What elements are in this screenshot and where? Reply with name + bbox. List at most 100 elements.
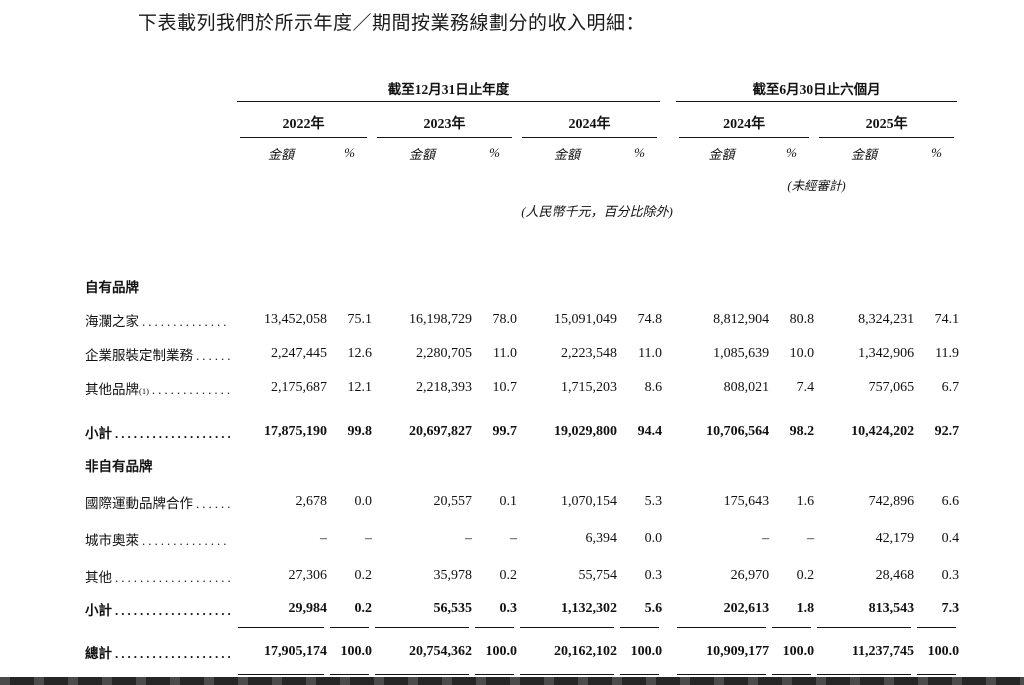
value-cell: 175,643 [723,493,770,509]
table-body: 自有品牌 海瀾之家.......................... 13,4… [85,269,959,684]
row-label: 國際運動品牌合作 [85,495,193,511]
percent-header: % [634,145,645,160]
value-cell: 99.7 [492,424,518,439]
value-cell: 26,970 [730,567,770,583]
value-cell: 12.6 [347,346,373,361]
value-cell: 10.7 [492,380,518,395]
year-header-2023: 2023年 [372,102,517,138]
horizontal-rule [677,626,767,628]
empty-cell [85,168,674,195]
table-row: 海瀾之家.......................... 13,452,05… [85,303,959,337]
value-cell: 10,424,202 [851,424,915,439]
value-cell: 813,543 [868,601,915,616]
value-cell: 92.7 [934,424,960,439]
value-cell: – [365,530,372,546]
value-cell: 11,237,745 [851,644,915,659]
horizontal-rule [475,626,514,628]
value-cell: 202,613 [723,601,770,616]
year-header-2024-interim: 2024年 [674,102,814,138]
value-cell: 0.3 [941,567,960,583]
section-name: 自有品牌 [85,280,139,295]
value-cell: 17,875,190 [264,424,327,439]
empty-cell [85,70,235,102]
value-cell: 29,984 [288,601,328,616]
period-group-annual-label: 截至12月31日止年度 [237,78,661,102]
value-cell: 8.6 [644,380,663,395]
value-cell: 11.9 [935,346,960,361]
value-cell: 8,324,231 [858,312,915,327]
table-row: 其他.......................... 27,306 0.2 … [85,557,959,594]
column-gap [662,417,674,447]
column-gap [662,138,674,168]
value-cell: 0.2 [499,567,518,583]
value-cell: 1,070,154 [561,493,617,509]
value-cell: 80.8 [789,312,815,327]
row-label: 其他 [85,569,112,585]
value-cell: 8,812,904 [713,312,770,327]
dot-leader: .......................... [151,382,230,397]
dot-leader: .......................... [196,348,230,363]
percent-header: % [786,145,797,160]
value-cell: 742,896 [868,493,915,509]
value-cell: 2,223,548 [561,346,617,361]
rule-cell [674,624,769,630]
column-gap [662,557,674,594]
single-rule-row [85,624,959,630]
column-gap [662,483,674,520]
rule-cell [472,624,517,630]
horizontal-rule [330,626,369,628]
value-cell: 10.0 [789,346,815,361]
value-cell: – [762,530,770,546]
column-gap [662,520,674,557]
table-row: 國際運動品牌合作.......................... 2,678… [85,483,959,520]
value-cell: 42,179 [875,530,915,546]
horizontal-rule [817,626,912,628]
section-name: 非自有品牌 [85,459,153,474]
value-cell: 15,091,049 [554,312,617,327]
dot-leader: .......................... [115,569,230,585]
value-cell: 74.1 [934,312,960,327]
year-header-2025-interim: 2025年 [814,102,959,138]
column-gap [662,630,674,674]
unaudited-note: (未經審計) [787,179,846,193]
dot-leader: .......................... [142,314,230,329]
value-cell: 100.0 [485,644,518,659]
value-cell: 75.1 [347,312,373,327]
rule-cell [814,624,914,630]
period-group-interim-label: 截至6月30日止六個月 [676,78,958,102]
dot-leader: .......................... [115,646,230,661]
value-cell: 100.0 [927,644,960,659]
page-title: 下表載列我們於所示年度／期間按業務線劃分的收入明細： [138,13,646,34]
value-cell: 19,029,800 [554,424,617,439]
row-label: 企業服裝定制業務 [85,348,193,363]
percent-header: % [931,145,942,160]
value-cell: 0.0 [644,530,663,546]
value-cell: 757,065 [868,380,915,395]
value-cell: 7.3 [941,601,960,616]
value-cell: 6.7 [941,380,960,395]
value-cell: – [510,530,517,546]
value-cell: 20,162,102 [554,644,617,659]
unit-note-row: (人民幣千元，百分比除外) [85,195,959,241]
column-gap [662,594,674,624]
value-cell: 100.0 [630,644,663,659]
horizontal-rule [520,626,614,628]
spacer-row [85,405,959,417]
unaudited-note-row: (未經審計) [85,168,959,195]
amount-header: 金額 [851,146,878,162]
dot-leader: .......................... [115,603,230,618]
page-bottom-edge-strip [0,677,1024,685]
column-gap [662,303,674,337]
row-label-cell: 其他品牌(1).......................... [85,371,235,405]
value-cell: 11.0 [638,346,663,361]
dot-leader: .......................... [142,532,230,548]
rule-cell [235,624,327,630]
value-cell: 94.4 [637,424,663,439]
value-cell: 1,715,203 [561,380,617,395]
value-cell: 100.0 [782,644,815,659]
value-cell: 99.8 [347,424,373,439]
value-cell: 0.0 [354,493,373,509]
empty-cell [85,138,235,168]
horizontal-rule [375,626,469,628]
rule-cell [617,624,662,630]
